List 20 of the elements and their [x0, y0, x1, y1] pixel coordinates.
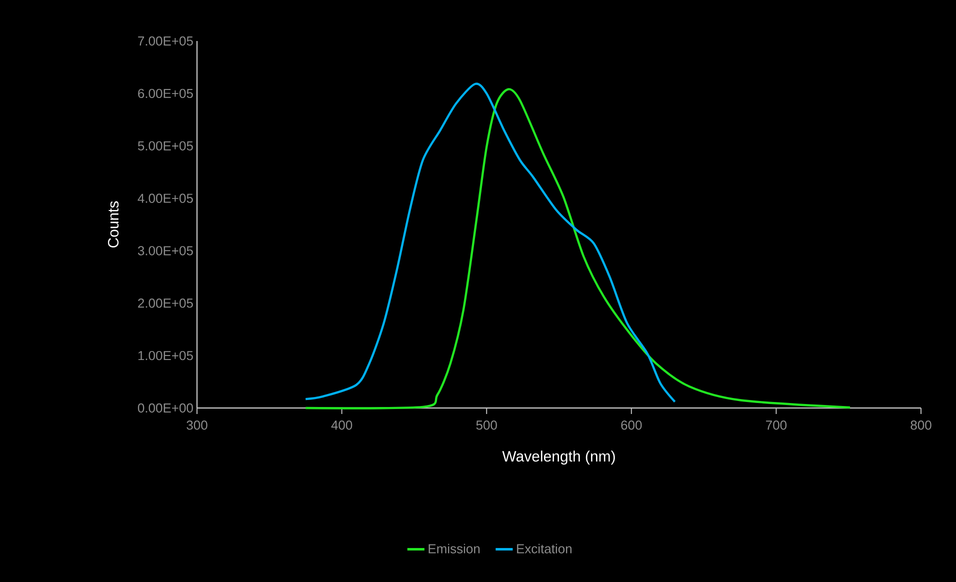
line-series: [304, 88, 852, 410]
y-tick-label: 0.00E+00: [138, 403, 193, 413]
y-tick-label: 1.00E+05: [138, 350, 193, 360]
x-tick-label: 600: [621, 420, 642, 430]
y-axis-title: Counts: [108, 201, 119, 248]
x-axis-title: Wavelength (nm): [502, 450, 615, 465]
y-tick-label: 4.00E+05: [138, 194, 193, 203]
y-tick-label: 5.00E+05: [138, 141, 193, 150]
x-tick-label: 700: [766, 420, 787, 430]
y-tick-label: 7.00E+05: [138, 36, 193, 46]
x-tick-label: 500: [476, 420, 497, 430]
y-tick-label: 6.00E+05: [138, 88, 193, 98]
y-tick-label: 3.00E+05: [138, 246, 193, 256]
y-tick-label: 2.00E+05: [138, 298, 193, 308]
x-tick-label: 800: [910, 420, 932, 430]
x-tick-label: 400: [331, 420, 352, 430]
legend-label: Emission: [428, 544, 480, 554]
x-tick-label: 300: [186, 420, 208, 430]
line-series: [304, 82, 676, 403]
legend-label: Excitation: [517, 544, 572, 554]
